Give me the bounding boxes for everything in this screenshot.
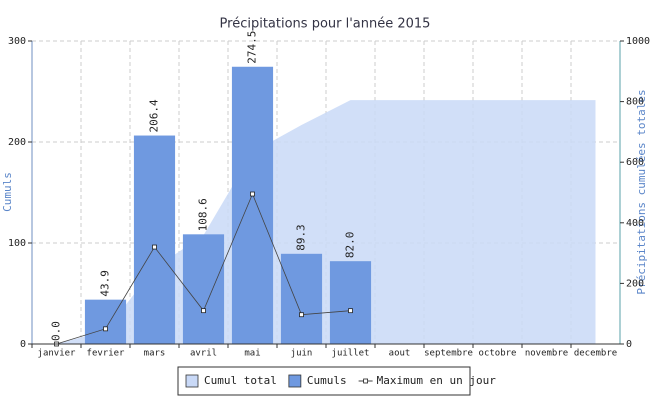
line-marker (250, 191, 255, 197)
data-label: 89.3 (295, 224, 308, 251)
data-label: 206.4 (148, 99, 161, 132)
legend-box (177, 366, 471, 396)
x-tick-label: janvier (38, 349, 77, 359)
legend-label: Maximum en un jour (377, 374, 497, 387)
data-label: 108.6 (197, 198, 210, 231)
x-tick-label: novembre (525, 349, 568, 359)
data-label: 0.0 (50, 321, 63, 341)
line-marker (348, 308, 353, 314)
chart-title: Précipitations pour l'année 2015 (220, 17, 431, 32)
legend-label: Cumuls (307, 374, 347, 387)
y2-axis-label: Précipitations cumulées totales (635, 89, 648, 294)
y-tick-label: 100 (8, 238, 26, 249)
data-label: 43.9 (99, 270, 112, 297)
x-tick-label: avril (190, 349, 217, 359)
bar (182, 234, 225, 344)
line-marker (103, 326, 108, 332)
x-tick-label: decembre (574, 349, 617, 359)
x-tick-label: juillet (332, 349, 370, 359)
y2-tick-label: 1000 (626, 36, 650, 47)
x-tick-label: fevrier (87, 349, 126, 359)
legend-label: Cumul total (204, 374, 277, 387)
line-marker (299, 312, 304, 318)
x-tick-label: septembre (424, 349, 473, 359)
y2-tick-label: 600 (626, 157, 644, 168)
legend-swatch (185, 374, 199, 388)
y2-tick-label: 800 (626, 97, 644, 108)
y-axis-label: Cumuls (1, 172, 14, 212)
legend-marker (363, 378, 369, 384)
legend-swatch (288, 374, 302, 388)
y-tick-label: 300 (8, 36, 26, 47)
plot-area (32, 40, 620, 347)
x-tick-label: mai (244, 349, 260, 359)
x-tick-label: aout (389, 349, 411, 359)
y2-tick-label: 400 (626, 218, 644, 229)
x-tick-label: juin (291, 349, 313, 359)
data-label: 82.0 (344, 232, 357, 259)
bar (231, 66, 274, 344)
bar (280, 253, 323, 344)
y-tick-label: 200 (8, 137, 26, 148)
data-label: 274.5 (246, 31, 259, 64)
bar (329, 261, 372, 344)
line-marker (152, 244, 157, 250)
y2-tick-label: 0 (626, 339, 632, 350)
x-tick-label: octobre (479, 349, 517, 359)
bar (133, 135, 176, 344)
y-tick-label: 0 (20, 339, 26, 350)
line-marker (201, 308, 206, 314)
bar (84, 299, 127, 344)
x-tick-label: mars (144, 349, 166, 359)
y2-tick-label: 200 (626, 278, 644, 289)
